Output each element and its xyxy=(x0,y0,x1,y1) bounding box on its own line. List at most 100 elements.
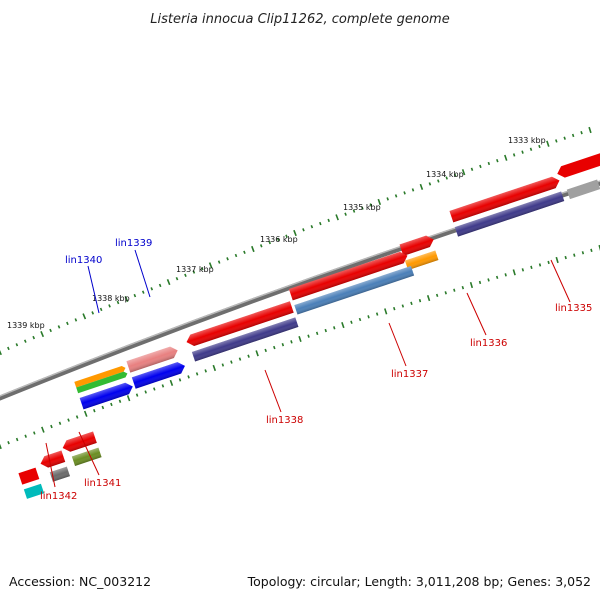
gene-arrow-lin1341[interactable] xyxy=(61,431,97,453)
leader-line-lin1337 xyxy=(388,322,407,367)
gene-label-lin1336[interactable]: lin1336 xyxy=(470,338,507,349)
tick-mark xyxy=(411,188,415,192)
tick-mark xyxy=(403,191,406,195)
gene-arrow-edge[interactable] xyxy=(18,467,40,485)
gene-arrow-lin1339[interactable] xyxy=(126,345,179,373)
tick-mark xyxy=(564,255,567,260)
tick-mark xyxy=(310,225,314,229)
tick-mark xyxy=(83,410,88,417)
tick-mark xyxy=(350,320,353,324)
kbp-label: 1338 kbp xyxy=(92,294,130,303)
gene-label-lin1342[interactable]: lin1342 xyxy=(40,491,77,502)
tick-mark xyxy=(386,197,389,201)
tick-mark xyxy=(377,198,382,206)
gene-label-lin1339[interactable]: lin1339 xyxy=(115,238,152,249)
gene-arrow-lin1342[interactable] xyxy=(39,450,66,469)
tick-mark xyxy=(319,221,322,226)
tick-mark xyxy=(49,328,52,333)
kbp-label: 1334 kbp xyxy=(426,170,464,179)
tick-mark xyxy=(238,357,242,361)
tick-mark xyxy=(335,214,339,221)
tick-mark xyxy=(478,280,482,285)
tick-mark xyxy=(401,304,405,308)
gene-arrow-lin1340[interactable] xyxy=(74,365,128,394)
tick-mark xyxy=(285,234,288,238)
tick-mark xyxy=(178,378,182,382)
tick-mark xyxy=(234,253,238,258)
tick-mark xyxy=(58,421,62,425)
tick-mark xyxy=(118,399,122,403)
tick-mark xyxy=(529,147,533,151)
tick-mark xyxy=(538,263,542,267)
tick-mark xyxy=(50,424,53,429)
tick-mark xyxy=(428,182,432,186)
outer-tick-ring xyxy=(0,126,592,356)
gene-arrow-lin1335[interactable] xyxy=(449,175,561,223)
map-title: Listeria innocua Clip11262, complete gen… xyxy=(150,12,449,27)
tick-mark xyxy=(93,408,96,413)
tick-mark xyxy=(293,229,297,237)
tick-mark xyxy=(521,268,525,272)
tick-mark xyxy=(40,330,45,338)
leader-line-lin1339 xyxy=(134,249,151,298)
tick-mark xyxy=(315,331,319,336)
tick-mark xyxy=(221,363,225,367)
tick-mark xyxy=(375,312,379,316)
gene-label-lin1341[interactable]: lin1341 xyxy=(84,478,121,489)
tick-mark xyxy=(101,405,105,410)
tick-mark xyxy=(344,212,347,216)
tick-mark xyxy=(187,375,190,379)
tick-mark xyxy=(369,203,373,207)
gene-arrow-lin1338[interactable] xyxy=(185,301,294,348)
tick-mark xyxy=(426,294,431,302)
tick-mark xyxy=(555,139,558,143)
tick-mark xyxy=(281,343,285,347)
tick-mark xyxy=(110,402,113,407)
tick-mark xyxy=(273,345,276,350)
tick-mark xyxy=(469,281,474,289)
tick-mark xyxy=(393,306,396,311)
tick-mark xyxy=(243,250,246,254)
tick-mark xyxy=(598,244,600,252)
gene-label-lin1338[interactable]: lin1338 xyxy=(266,415,303,426)
tick-mark xyxy=(547,260,550,265)
tick-mark xyxy=(66,321,69,326)
tick-mark xyxy=(394,194,398,198)
tick-mark xyxy=(0,349,2,356)
gene-label-lin1337[interactable]: lin1337 xyxy=(391,369,428,380)
tick-mark xyxy=(230,360,233,364)
tick-mark xyxy=(327,218,330,223)
tick-mark xyxy=(512,153,516,157)
tick-mark xyxy=(437,179,440,183)
tick-mark xyxy=(150,287,154,291)
tick-mark xyxy=(410,301,413,306)
tick-mark xyxy=(23,339,27,343)
gene-arrow-edge-right[interactable] xyxy=(555,150,600,179)
tick-mark xyxy=(184,273,187,277)
tick-mark xyxy=(75,415,79,419)
tick-mark xyxy=(200,267,204,271)
tick-mark xyxy=(264,348,267,353)
leader-line-lin1341 xyxy=(78,431,100,476)
tick-mark xyxy=(24,434,27,438)
tick-mark xyxy=(169,379,174,386)
gene-arrow-lin1336[interactable] xyxy=(399,234,436,256)
tick-mark xyxy=(444,291,447,295)
tick-mark xyxy=(530,265,533,270)
feature-bar-edge[interactable] xyxy=(566,179,600,200)
feature-bar-edge-left[interactable] xyxy=(23,483,45,499)
tick-mark xyxy=(470,167,474,171)
kbp-label: 1339 kbp xyxy=(7,321,45,330)
gene-arrow-lin1337[interactable] xyxy=(288,250,409,301)
gene-label-lin1335[interactable]: lin1335 xyxy=(555,303,592,314)
tick-mark xyxy=(461,169,466,176)
leader-line-lin1338 xyxy=(264,369,282,413)
gene-label-lin1340[interactable]: lin1340 xyxy=(65,255,102,266)
tick-mark xyxy=(33,431,36,435)
tick-mark xyxy=(126,395,131,402)
tick-mark xyxy=(158,283,162,288)
tick-mark xyxy=(580,131,583,135)
tick-mark xyxy=(192,270,196,274)
leader-line-lin1342 xyxy=(45,442,56,488)
